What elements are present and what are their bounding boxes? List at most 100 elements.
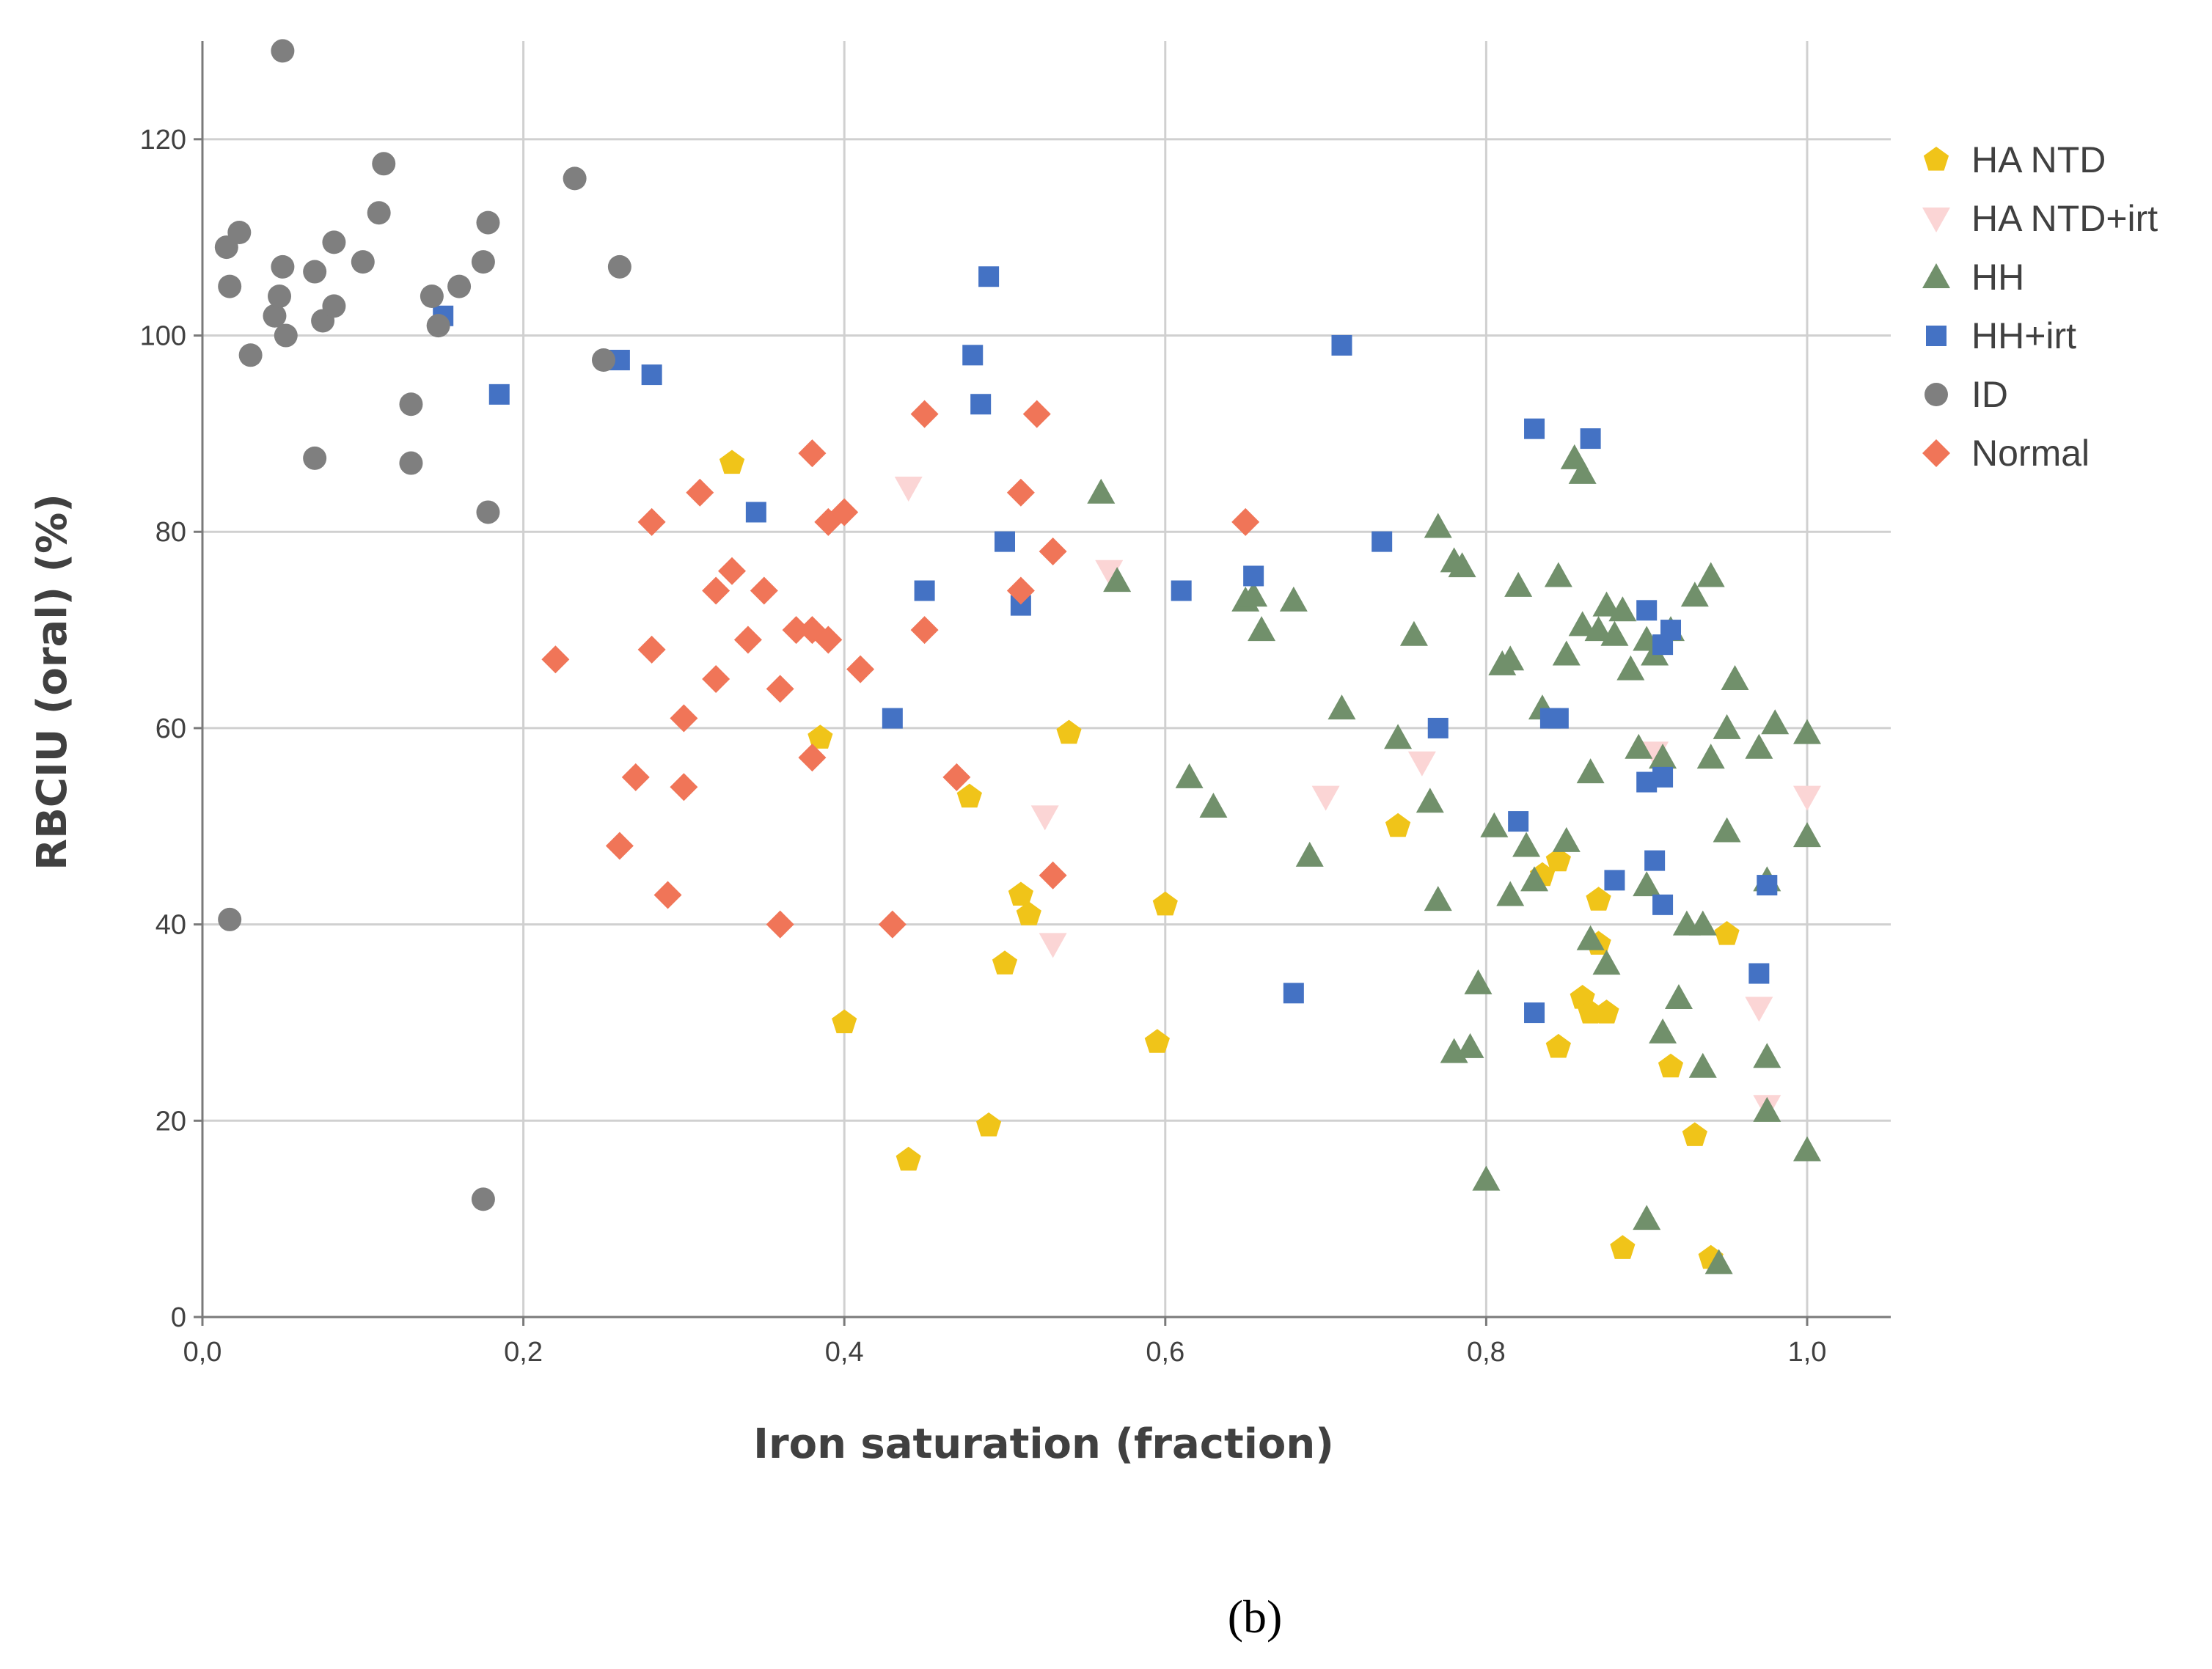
data-point [399,392,423,417]
legend-label: HH [1971,257,2024,298]
data-point [1231,507,1260,536]
data-point [1520,866,1549,892]
data-point [271,39,295,63]
data-point [351,250,375,274]
data-point [1175,763,1204,788]
data-point [1039,861,1067,889]
data-point [303,446,327,470]
data-point [605,832,634,860]
data-point [1022,400,1051,428]
data-point [1745,997,1773,1022]
x-tick-label: 1,0 [1788,1337,1827,1368]
x-tick-label: 0,2 [504,1337,543,1368]
y-tick-label: 80 [155,517,186,548]
data-points [214,39,1821,1274]
y-tick-label: 60 [155,714,186,744]
data-point [592,348,615,372]
data-point [420,285,444,308]
x-tick-label: 0,8 [1467,1337,1506,1368]
legend-item-id: ID [1924,374,2008,415]
data-point [274,323,298,348]
data-point [745,502,766,523]
data-point [607,254,631,279]
series-ha-ntd-irt [894,477,1821,1120]
data-point [1658,1053,1684,1078]
data-point [1039,933,1067,958]
data-point [1496,881,1525,906]
data-point [1243,565,1264,587]
legend-marker-ha-ntd [1923,147,1949,171]
data-point [1608,596,1637,622]
data-point [1448,552,1476,578]
data-point [1688,910,1717,936]
data-point [1008,881,1033,906]
legend-item-ha-ntd: HA NTD [1923,139,2106,180]
data-point [1586,887,1611,911]
data-point [1592,950,1621,975]
data-point [1427,717,1449,738]
series-id [214,39,631,1211]
data-point [476,500,500,524]
legend-label: HA NTD+irt [1971,198,2158,239]
data-point [1649,1018,1677,1043]
data-point [1649,744,1677,769]
y-tick-label: 40 [155,910,186,941]
data-point [978,266,1000,287]
x-tick-label: 0,0 [183,1337,222,1368]
data-point [218,274,242,298]
data-point [1524,418,1545,439]
x-tick-label: 0,6 [1146,1337,1184,1368]
data-point [782,616,810,645]
data-point [1545,1033,1571,1058]
data-point [1248,616,1276,642]
data-point [1721,665,1749,690]
data-point [830,498,859,527]
data-point [303,260,327,284]
legend-item-normal: Normal [1922,433,2090,474]
data-point [1576,925,1605,950]
legend-item-ha-ntd-irt: HA NTD+irt [1922,198,2158,239]
data-point [1753,1096,1781,1122]
legend-label: HA NTD [1971,139,2106,180]
x-tick-label: 0,4 [825,1337,864,1368]
data-point [1793,1136,1821,1162]
data-point [637,635,666,664]
series-hh [1087,444,1821,1274]
data-point [1095,560,1124,585]
data-point [1103,567,1132,593]
y-tick-label: 0 [171,1302,186,1333]
data-point [1793,719,1821,744]
legend-marker-hh [1922,263,1950,288]
data-point [910,616,939,645]
data-point [750,576,778,605]
data-point [476,210,500,235]
data-point [1688,1052,1717,1078]
data-point [1512,832,1541,857]
data-point [1644,850,1666,871]
data-point [1006,576,1035,605]
data-point [1578,999,1603,1024]
data-point [1199,793,1228,818]
data-point [970,394,992,415]
data-point [1371,531,1393,552]
data-point [1580,428,1601,450]
data-point [227,221,252,244]
data-point [798,439,827,468]
data-point [1472,1165,1501,1191]
data-point [1713,714,1741,739]
data-point [1652,894,1674,915]
data-point [372,152,396,176]
data-point [896,1146,921,1171]
data-point [1753,1043,1781,1068]
data-point [653,881,682,909]
data-point [268,285,292,308]
data-point [1592,591,1621,617]
data-point [1508,811,1529,832]
data-point [1682,1122,1707,1146]
data-point [910,400,939,428]
data-point [1548,708,1569,729]
data-point [1331,334,1352,356]
data-point [1056,719,1082,744]
legend-item-hh: HH [1922,257,2024,298]
data-point [1604,870,1625,891]
